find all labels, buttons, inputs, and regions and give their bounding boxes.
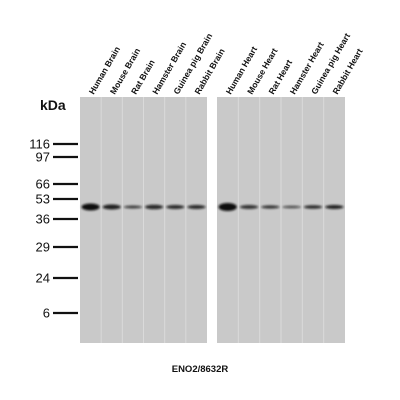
marker-label: 97 [36, 150, 50, 165]
caption: ENO2/8632R [172, 364, 229, 375]
marker-label: 6 [43, 306, 50, 321]
marker-label: 36 [36, 212, 50, 227]
band [261, 205, 280, 209]
band [166, 205, 185, 209]
band [81, 203, 100, 211]
marker-label: 53 [36, 192, 50, 207]
band [187, 205, 206, 209]
band [282, 205, 301, 209]
marker-label: 66 [36, 177, 50, 192]
marker-label: 116 [29, 137, 50, 152]
band [303, 205, 323, 209]
kda-label: kDa [40, 97, 66, 113]
marker-label: 24 [36, 271, 50, 286]
band [123, 205, 142, 209]
band [239, 205, 259, 209]
marker-label: 29 [36, 240, 50, 255]
band [102, 204, 121, 210]
band [325, 205, 344, 209]
band [218, 203, 237, 211]
band [145, 204, 164, 210]
